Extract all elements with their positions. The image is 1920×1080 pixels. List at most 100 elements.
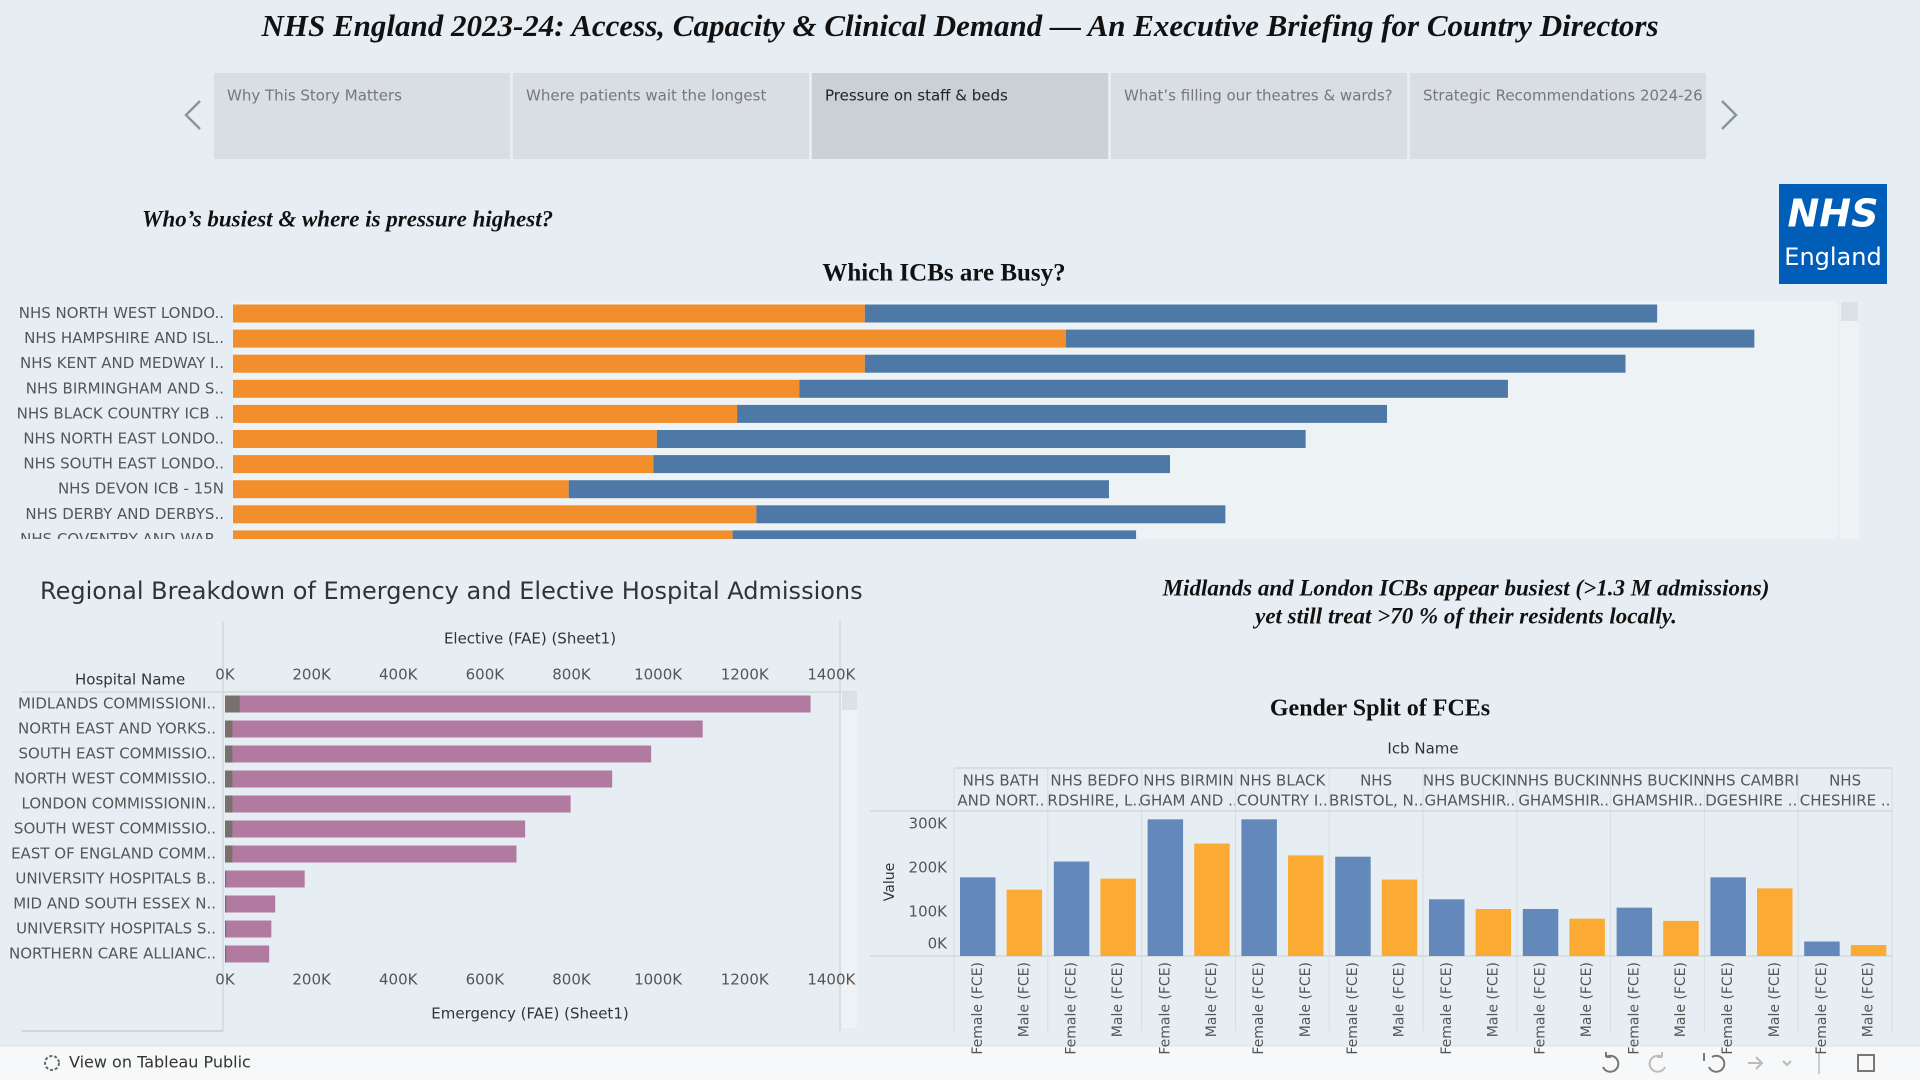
x2-tick-label: 400K <box>379 666 419 684</box>
revert-icon[interactable] <box>1703 1053 1726 1073</box>
dashboard-title: NHS England 2023-24: Access, Capacity & … <box>260 8 1658 43</box>
series-label: Male (FCE) <box>1204 962 1220 1037</box>
tableau-icon <box>44 1055 60 1071</box>
x-tick-label: 1000K <box>634 971 683 989</box>
dropdown-icon[interactable] <box>1782 1060 1792 1067</box>
bar-segment <box>732 530 1137 539</box>
story-tab[interactable] <box>1111 73 1407 159</box>
bar-segment <box>233 505 757 524</box>
bar <box>225 945 227 963</box>
bar-segment <box>799 379 1508 398</box>
scroll-thumb[interactable] <box>842 692 857 710</box>
chart-title: Regional Breakdown of Emergency and Elec… <box>40 577 863 605</box>
y-tick-label: SOUTH EAST COMMISSIO.. <box>19 745 217 763</box>
y-tick-label: NHS HAMPSHIRE AND ISL.. <box>24 329 224 347</box>
y-tick-label: LONDON COMMISSIONIN.. <box>22 795 216 813</box>
share-icon[interactable] <box>1748 1056 1764 1070</box>
bar <box>225 945 270 963</box>
x-category-label: NHS BATH <box>963 772 1040 790</box>
bar-segment <box>653 455 1171 474</box>
series-label: Male (FCE) <box>1016 962 1032 1037</box>
series-label: Female (FCE) <box>1439 962 1455 1055</box>
scrollbar <box>1840 301 1859 539</box>
bar-segment <box>233 354 865 373</box>
bar <box>225 770 233 788</box>
footer-link[interactable]: View on Tableau Public <box>69 1053 251 1072</box>
scroll-thumb[interactable] <box>1841 302 1858 321</box>
bar <box>225 820 526 838</box>
x2-axis-title: Elective (FAE) (Sheet1) <box>444 630 616 648</box>
x-category-label: NHS BEDFO <box>1050 772 1139 790</box>
bar-segment <box>233 530 733 539</box>
story-tab-label: What’s filling our theatres & wards? <box>1124 87 1393 105</box>
x-tick-label: 0K <box>215 971 236 989</box>
x-category-label: NHS BLACK <box>1239 772 1326 790</box>
bars: NHS NORTH WEST LONDO.. NHS HAMPSHIRE AND … <box>17 304 1755 548</box>
y-tick-label: NHS SOUTH EAST LONDO.. <box>23 455 224 473</box>
bar <box>960 877 996 956</box>
y-axis-title: Value <box>882 863 898 901</box>
bar <box>225 770 613 788</box>
bar <box>225 720 233 738</box>
x-category-label: NHS CAMBRI <box>1703 772 1799 790</box>
y-tick-label: EAST OF ENGLAND COMM.. <box>11 845 216 863</box>
toolbar <box>1602 1052 1875 1074</box>
series-label: Female (FCE) <box>1814 962 1830 1055</box>
y-tick-label: NHS NORTH EAST LONDO.. <box>23 430 224 448</box>
story-tab-label: Why This Story Matters <box>227 87 402 105</box>
y-tick-label: 100K <box>909 903 949 921</box>
series-label: Female (FCE) <box>1533 962 1549 1055</box>
story-tab[interactable] <box>1410 73 1706 159</box>
bar <box>225 920 272 938</box>
bar <box>1850 945 1887 956</box>
bar <box>1663 920 1699 956</box>
story-tab[interactable] <box>214 73 510 159</box>
bar-segment <box>233 304 865 323</box>
prev-arrow[interactable] <box>184 100 201 130</box>
bar <box>225 820 233 838</box>
bar <box>1616 907 1653 956</box>
y-tick-label: NHS DEVON ICB - 15N <box>58 480 224 498</box>
bar-segment <box>233 455 654 474</box>
bar <box>1757 888 1793 956</box>
row-header: Hospital Name <box>75 671 185 689</box>
x-tick-label: 200K <box>292 971 332 989</box>
y-tick-label: NORTH EAST AND YORKS.. <box>18 720 216 738</box>
redo-icon[interactable] <box>1648 1052 1666 1073</box>
series-label: Male (FCE) <box>1673 962 1689 1037</box>
fullscreen-icon[interactable] <box>1857 1054 1875 1072</box>
y-tick-label: NHS KENT AND MEDWAY I.. <box>20 354 224 372</box>
y-tick-label: SOUTH WEST COMMISSIO.. <box>14 820 216 838</box>
undo-icon[interactable] <box>1602 1052 1620 1073</box>
x2-tick-label: 1400K <box>807 666 856 684</box>
x-category-label: COUNTRY I.. <box>1237 792 1328 810</box>
x2-tick-label: 0K <box>215 666 236 684</box>
next-arrow[interactable] <box>1721 100 1738 130</box>
y-tick-label: NORTHERN CARE ALLIANC.. <box>9 945 216 963</box>
bar-segment <box>656 430 1306 448</box>
bar <box>225 895 276 913</box>
story-tab[interactable] <box>513 73 809 159</box>
bar-segment <box>233 329 1067 348</box>
logo-england: England <box>1784 243 1881 271</box>
series-label: Female (FCE) <box>1157 962 1173 1055</box>
bar <box>225 795 571 813</box>
bar-segment <box>233 480 569 499</box>
bar <box>225 870 305 888</box>
story-tab[interactable] <box>812 73 1108 159</box>
y-tick-label: MID AND SOUTH ESSEX N.. <box>13 895 216 913</box>
bar-segment <box>568 480 1109 499</box>
bar <box>225 870 227 888</box>
y-tick-label: NHS DERBY AND DERBYS.. <box>25 505 224 523</box>
x-tick-label: 1400K <box>807 971 856 989</box>
x-category-label: RDSHIRE, L.. <box>1047 792 1142 810</box>
bar <box>225 845 233 863</box>
y-tick-label: NHS COVENTRY AND WAR.. <box>20 530 224 548</box>
story-tab-label: Strategic Recommendations 2024-26 <box>1423 87 1703 105</box>
bar <box>225 695 240 713</box>
bar <box>1100 878 1136 956</box>
x-tick-label: 600K <box>466 971 506 989</box>
bar <box>225 745 652 763</box>
bar <box>225 845 517 863</box>
